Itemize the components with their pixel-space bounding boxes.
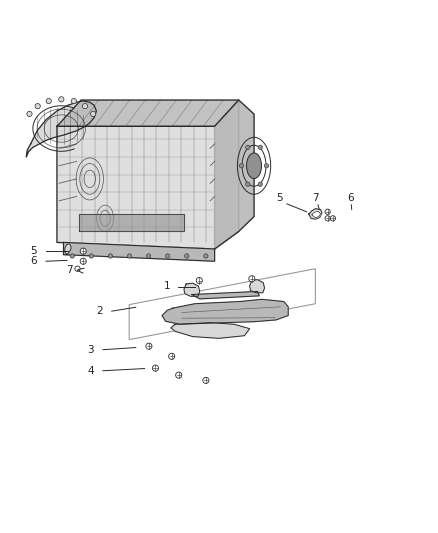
Polygon shape <box>65 244 71 255</box>
Polygon shape <box>162 300 288 324</box>
Circle shape <box>176 372 182 378</box>
Circle shape <box>325 209 330 214</box>
Polygon shape <box>79 214 184 231</box>
Circle shape <box>59 96 64 102</box>
Circle shape <box>258 145 262 149</box>
Circle shape <box>166 254 170 258</box>
Circle shape <box>146 343 152 349</box>
Circle shape <box>27 111 32 117</box>
Circle shape <box>169 353 175 359</box>
Text: 7: 7 <box>312 193 319 203</box>
Circle shape <box>246 182 250 187</box>
Circle shape <box>80 258 86 264</box>
Ellipse shape <box>247 153 261 179</box>
Circle shape <box>82 103 88 109</box>
Text: 1: 1 <box>164 281 171 291</box>
Circle shape <box>152 365 159 371</box>
Text: 4: 4 <box>88 366 94 376</box>
Text: 5: 5 <box>276 193 283 203</box>
Polygon shape <box>26 101 96 157</box>
Circle shape <box>71 99 77 104</box>
Circle shape <box>108 254 113 258</box>
Polygon shape <box>184 283 200 296</box>
Polygon shape <box>192 292 259 299</box>
Circle shape <box>89 254 94 258</box>
Circle shape <box>246 145 250 149</box>
Circle shape <box>35 103 40 109</box>
Polygon shape <box>215 100 239 249</box>
Polygon shape <box>57 100 239 126</box>
Circle shape <box>91 111 96 117</box>
Text: 6: 6 <box>347 193 354 203</box>
Text: 5: 5 <box>31 246 37 256</box>
Text: 6: 6 <box>31 256 37 266</box>
Circle shape <box>239 164 244 168</box>
Text: 3: 3 <box>88 345 94 355</box>
Circle shape <box>330 216 336 221</box>
Polygon shape <box>215 100 254 249</box>
Polygon shape <box>171 322 250 338</box>
Polygon shape <box>250 280 265 293</box>
Circle shape <box>184 254 189 258</box>
Circle shape <box>70 254 74 258</box>
Circle shape <box>204 254 208 258</box>
Circle shape <box>264 164 268 168</box>
Circle shape <box>203 377 209 383</box>
Text: 7: 7 <box>66 265 72 275</box>
Circle shape <box>258 182 262 187</box>
Circle shape <box>46 99 51 104</box>
Polygon shape <box>57 126 215 249</box>
Polygon shape <box>312 211 321 218</box>
Circle shape <box>196 278 202 284</box>
Circle shape <box>80 248 86 254</box>
Circle shape <box>249 276 255 282</box>
Polygon shape <box>309 209 322 219</box>
Polygon shape <box>64 243 215 261</box>
Circle shape <box>146 254 151 258</box>
Circle shape <box>127 254 132 258</box>
Circle shape <box>325 216 330 221</box>
Circle shape <box>75 266 80 271</box>
Text: 2: 2 <box>96 306 103 316</box>
